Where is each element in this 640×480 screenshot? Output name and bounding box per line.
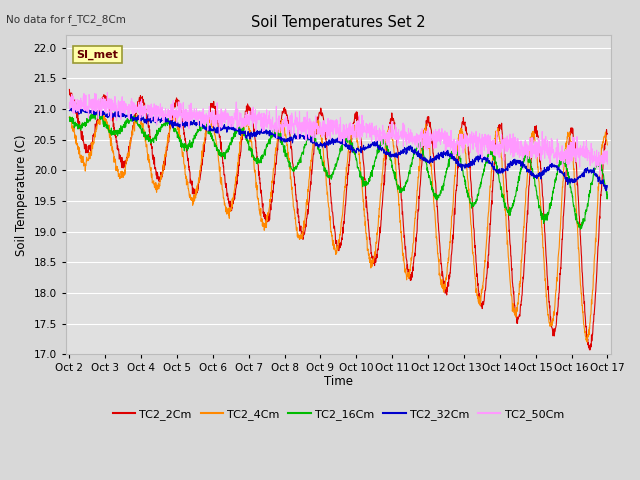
TC2_16Cm — [577, 227, 584, 232]
TC2_4Cm — [99, 110, 107, 116]
TC2_50Cm — [490, 147, 497, 153]
TC2_32Cm — [588, 167, 596, 173]
Title: Soil Temperatures Set 2: Soil Temperatures Set 2 — [251, 15, 426, 30]
TC2_4Cm — [93, 124, 100, 130]
TC2_50Cm — [313, 120, 321, 126]
Line: TC2_50Cm: TC2_50Cm — [69, 93, 607, 175]
TC2_16Cm — [93, 111, 100, 117]
TC2_16Cm — [604, 192, 611, 197]
Text: SI_met: SI_met — [77, 49, 118, 60]
TC2_32Cm — [65, 108, 73, 113]
TC2_4Cm — [65, 115, 73, 120]
TC2_4Cm — [583, 339, 591, 345]
TC2_4Cm — [313, 120, 321, 126]
Line: TC2_2Cm: TC2_2Cm — [69, 89, 607, 350]
TC2_2Cm — [93, 118, 100, 124]
TC2_16Cm — [328, 176, 335, 182]
TC2_32Cm — [588, 168, 596, 173]
TC2_4Cm — [328, 228, 335, 234]
TC2_32Cm — [328, 140, 335, 146]
Line: TC2_4Cm: TC2_4Cm — [69, 113, 607, 342]
TC2_16Cm — [588, 179, 596, 184]
TC2_50Cm — [604, 161, 611, 167]
TC2_50Cm — [588, 146, 596, 152]
TC2_2Cm — [588, 337, 596, 343]
TC2_4Cm — [588, 294, 596, 300]
TC2_50Cm — [93, 100, 100, 106]
TC2_16Cm — [313, 140, 321, 146]
TC2_32Cm — [604, 183, 611, 189]
TC2_2Cm — [588, 338, 596, 344]
TC2_2Cm — [327, 194, 335, 200]
TC2_50Cm — [104, 90, 111, 96]
X-axis label: Time: Time — [324, 375, 353, 388]
Legend: TC2_2Cm, TC2_4Cm, TC2_16Cm, TC2_32Cm, TC2_50Cm: TC2_2Cm, TC2_4Cm, TC2_16Cm, TC2_32Cm, TC… — [108, 405, 568, 424]
TC2_16Cm — [65, 115, 73, 120]
TC2_4Cm — [490, 148, 497, 154]
TC2_2Cm — [65, 86, 73, 92]
TC2_2Cm — [489, 178, 497, 183]
TC2_2Cm — [604, 131, 611, 137]
TC2_2Cm — [586, 347, 594, 353]
TC2_50Cm — [65, 100, 73, 106]
TC2_50Cm — [588, 147, 596, 153]
TC2_32Cm — [313, 140, 321, 146]
TC2_2Cm — [313, 123, 321, 129]
TC2_32Cm — [602, 188, 610, 193]
TC2_16Cm — [588, 182, 596, 188]
TC2_4Cm — [604, 142, 611, 148]
Line: TC2_16Cm: TC2_16Cm — [69, 111, 607, 229]
TC2_16Cm — [93, 108, 101, 114]
TC2_50Cm — [328, 117, 335, 123]
TC2_16Cm — [490, 150, 497, 156]
TC2_4Cm — [588, 291, 596, 297]
TC2_32Cm — [71, 104, 79, 110]
Text: No data for f_TC2_8Cm: No data for f_TC2_8Cm — [6, 14, 126, 25]
TC2_50Cm — [596, 172, 604, 178]
TC2_32Cm — [490, 167, 497, 172]
TC2_32Cm — [93, 110, 101, 116]
Line: TC2_32Cm: TC2_32Cm — [69, 107, 607, 191]
Y-axis label: Soil Temperature (C): Soil Temperature (C) — [15, 134, 28, 255]
